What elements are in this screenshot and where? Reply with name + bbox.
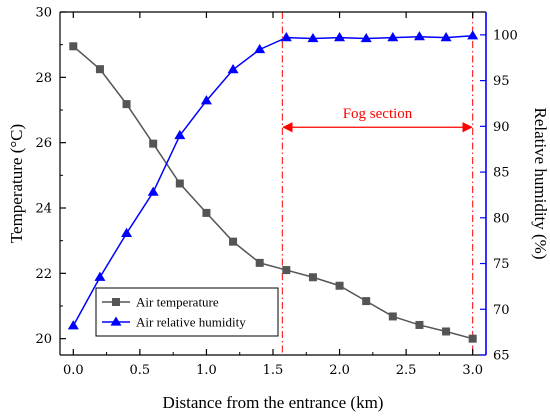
y-right-tick-label: 80 bbox=[493, 211, 510, 226]
y-right-tick-label: 85 bbox=[493, 166, 510, 181]
temperature-point bbox=[362, 297, 371, 306]
y-left-tick-label: 20 bbox=[35, 332, 52, 347]
temperature-point bbox=[149, 139, 158, 148]
x-tick-label: 3.0 bbox=[462, 363, 483, 378]
humidity-point bbox=[360, 32, 372, 43]
y-right-tick-label: 65 bbox=[493, 349, 510, 364]
temperature-point bbox=[388, 312, 397, 321]
temperature-point bbox=[308, 273, 317, 282]
humidity-point bbox=[413, 31, 425, 41]
y-right-tick-label: 70 bbox=[493, 303, 510, 318]
humidity-point bbox=[440, 32, 452, 42]
temperature-point bbox=[229, 237, 238, 246]
temperature-point bbox=[282, 266, 291, 275]
humidity-point bbox=[387, 32, 399, 42]
x-tick-label: 2.0 bbox=[329, 363, 350, 378]
y-left-tick-label: 26 bbox=[35, 136, 52, 151]
y-right-axis-title: Relative humidity (%) bbox=[531, 107, 550, 259]
fog-section-label: Fog section bbox=[343, 106, 413, 122]
temperature-point bbox=[415, 320, 424, 329]
y-left-axis-title: Temperature (°C) bbox=[7, 124, 26, 243]
humidity-point bbox=[467, 30, 479, 40]
series-line-1 bbox=[72, 35, 473, 327]
humidity-point bbox=[67, 320, 79, 330]
humidity-point bbox=[334, 32, 346, 42]
temperature-point bbox=[335, 281, 344, 290]
temperature-point bbox=[69, 42, 78, 51]
y-left-tick-label: 24 bbox=[35, 202, 52, 217]
y-left-tick-label: 28 bbox=[35, 71, 52, 86]
series-line-0 bbox=[72, 45, 473, 340]
y-right-tick-label: 90 bbox=[493, 120, 510, 135]
temperature-point bbox=[122, 100, 131, 109]
y-right-tick-label: 75 bbox=[493, 257, 510, 272]
legend-entry: Air relative humidity bbox=[136, 315, 246, 330]
humidity-point bbox=[94, 271, 106, 281]
y-right-tick-label: 100 bbox=[493, 28, 518, 43]
temperature-point bbox=[202, 208, 211, 217]
legend-swatch-square bbox=[112, 298, 120, 306]
x-axis-title: Distance from the entrance (km) bbox=[163, 393, 384, 412]
temperature-point bbox=[95, 65, 104, 74]
temperature-point bbox=[442, 327, 451, 336]
humidity-point bbox=[200, 95, 212, 105]
x-tick-label: 0.0 bbox=[63, 363, 84, 378]
y-left-tick-label: 30 bbox=[35, 6, 52, 21]
temperature-point bbox=[468, 334, 477, 343]
legend-entry: Air temperature bbox=[136, 295, 219, 310]
legend-swatch-triangle bbox=[110, 316, 122, 326]
x-tick-label: 2.5 bbox=[396, 363, 417, 378]
legend-box bbox=[95, 287, 279, 337]
x-tick-label: 1.0 bbox=[196, 363, 217, 378]
series-layer bbox=[67, 30, 479, 343]
x-tick-label: 0.5 bbox=[130, 363, 151, 378]
humidity-point bbox=[121, 227, 133, 237]
humidity-point bbox=[280, 32, 292, 42]
x-tick-label: 1.5 bbox=[263, 363, 284, 378]
humidity-point bbox=[147, 186, 159, 196]
y-right-tick-label: 95 bbox=[493, 74, 510, 89]
axes-layer: 0.0 0.5 1.0 1.5 2.0 2.5 3.0 20 22 24 26 28 30 65 70 75 8… bbox=[7, 6, 550, 413]
annotation-layer: Fog section bbox=[281, 12, 474, 355]
temperature-point bbox=[175, 179, 184, 188]
temperature-point bbox=[255, 258, 264, 267]
humidity-point bbox=[254, 43, 266, 54]
humidity-point bbox=[307, 32, 319, 43]
legend: Air temperature Air relative humidity bbox=[95, 287, 279, 337]
y-left-tick-label: 22 bbox=[35, 267, 52, 282]
humidity-point bbox=[174, 129, 186, 140]
humidity-point bbox=[227, 64, 239, 74]
